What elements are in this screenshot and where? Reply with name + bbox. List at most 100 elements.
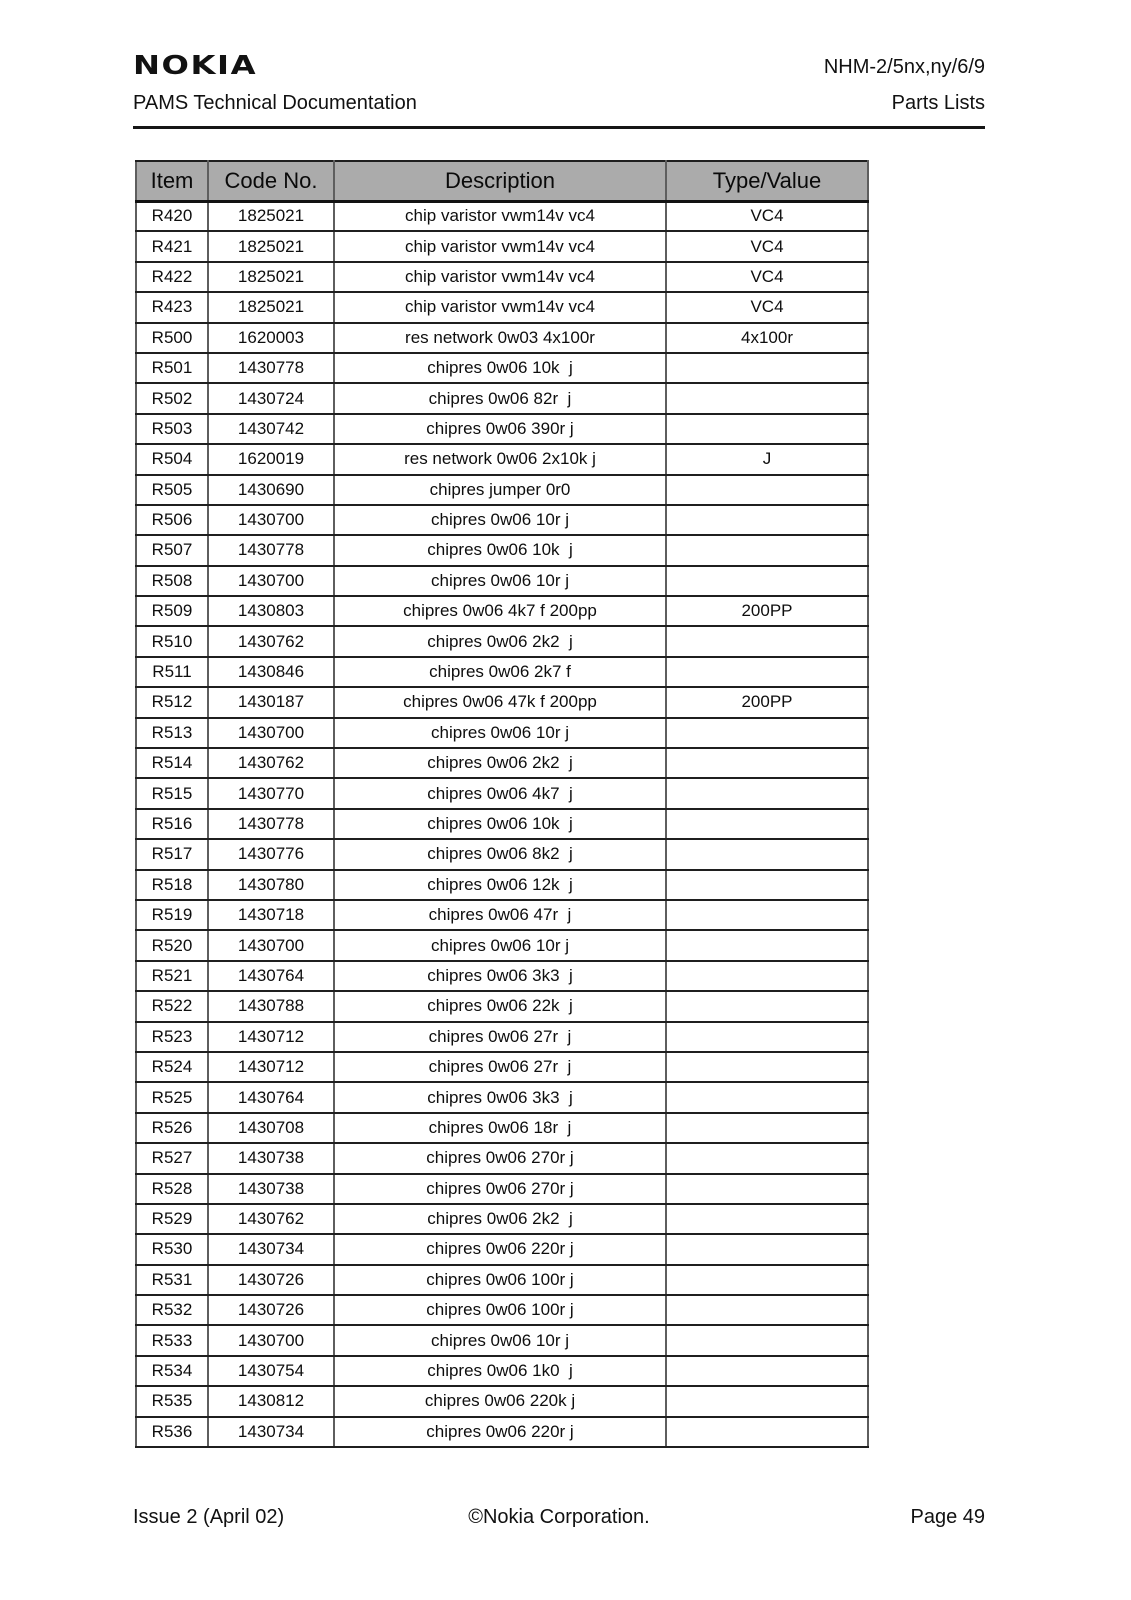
description-cell: chipres 0w06 4k7 f 200pp bbox=[333, 595, 667, 628]
table-row: R531 1430726 chipres 0w06 100r j bbox=[135, 1263, 869, 1297]
type-value-cell bbox=[665, 351, 869, 385]
type-value-cell bbox=[665, 807, 869, 841]
code-cell: 1430762 bbox=[207, 1202, 335, 1236]
code-cell: 1430690 bbox=[207, 473, 335, 506]
description-cell: chipres 0w06 2k2 j bbox=[333, 1202, 667, 1236]
item-cell: R520 bbox=[135, 929, 209, 962]
code-cell: 1430812 bbox=[207, 1385, 335, 1418]
table-row: R503 1430742 chipres 0w06 390r j bbox=[135, 412, 869, 446]
header-row: Item Code No. Description Type/Value bbox=[135, 160, 869, 203]
type-value-cell: 200PP bbox=[665, 595, 869, 628]
type-value-cell bbox=[665, 412, 869, 446]
type-value-cell bbox=[665, 1202, 869, 1236]
type-value-cell: VC4 bbox=[665, 291, 869, 324]
code-cell: 1430724 bbox=[207, 382, 335, 415]
item-cell: R501 bbox=[135, 351, 209, 385]
description-cell: chipres 0w06 220k j bbox=[333, 1385, 667, 1418]
description-cell: chip varistor vwm14v vc4 bbox=[333, 199, 667, 233]
description-cell: chip varistor vwm14v vc4 bbox=[333, 230, 667, 263]
table-row: R509 1430803 chipres 0w06 4k7 f 200pp 20… bbox=[135, 595, 869, 628]
item-cell: R524 bbox=[135, 1050, 209, 1084]
table-row: R512 1430187 chipres 0w06 47k f 200pp 20… bbox=[135, 686, 869, 719]
description-cell: chipres 0w06 10r j bbox=[333, 716, 667, 750]
item-cell: R519 bbox=[135, 898, 209, 932]
code-cell: 1430742 bbox=[207, 412, 335, 446]
type-value-cell bbox=[665, 564, 869, 598]
table-row: R422 1825021 chip varistor vwm14v vc4 VC… bbox=[135, 260, 869, 294]
column-header-item: Item bbox=[135, 160, 209, 203]
table-row: R517 1430776 chipres 0w06 8k2 j bbox=[135, 838, 869, 871]
type-value-cell bbox=[665, 1233, 869, 1266]
description-cell: chipres 0w06 8k2 j bbox=[333, 838, 667, 871]
code-cell: 1430803 bbox=[207, 595, 335, 628]
item-cell: R504 bbox=[135, 443, 209, 476]
table-row: R532 1430726 chipres 0w06 100r j bbox=[135, 1294, 869, 1327]
table-row: R533 1430700 chipres 0w06 10r j bbox=[135, 1324, 869, 1357]
code-cell: 1430712 bbox=[207, 1020, 335, 1053]
description-cell: chipres 0w06 10r j bbox=[333, 1324, 667, 1357]
code-cell: 1620003 bbox=[207, 321, 335, 354]
code-cell: 1430700 bbox=[207, 716, 335, 750]
code-cell: 1430734 bbox=[207, 1415, 335, 1449]
type-value-cell bbox=[665, 959, 869, 993]
item-cell: R505 bbox=[135, 473, 209, 506]
item-cell: R511 bbox=[135, 655, 209, 689]
column-header-description: Description bbox=[333, 160, 667, 203]
code-cell: 1430788 bbox=[207, 990, 335, 1023]
description-cell: chip varistor vwm14v vc4 bbox=[333, 291, 667, 324]
item-cell: R420 bbox=[135, 199, 209, 233]
description-cell: chipres jumper 0r0 bbox=[333, 473, 667, 506]
table-row: R513 1430700 chipres 0w06 10r j bbox=[135, 716, 869, 750]
description-cell: res network 0w06 2x10k j bbox=[333, 443, 667, 476]
nokia-logo: NOKIA bbox=[133, 51, 258, 81]
item-cell: R522 bbox=[135, 990, 209, 1023]
type-value-cell: 4x100r bbox=[665, 321, 869, 354]
item-cell: R510 bbox=[135, 625, 209, 658]
table-row: R521 1430764 chipres 0w06 3k3 j bbox=[135, 959, 869, 993]
table-row: R507 1430778 chipres 0w06 10k j bbox=[135, 534, 869, 567]
item-cell: R533 bbox=[135, 1324, 209, 1357]
table-row: R504 1620019 res network 0w06 2x10k j J bbox=[135, 443, 869, 476]
description-cell: chipres 0w06 2k2 j bbox=[333, 625, 667, 658]
parts-table: Item Code No. Description Type/Value R42… bbox=[135, 160, 869, 1449]
code-cell: 1430700 bbox=[207, 503, 335, 537]
code-cell: 1825021 bbox=[207, 230, 335, 263]
item-cell: R534 bbox=[135, 1354, 209, 1388]
description-cell: chipres 0w06 10r j bbox=[333, 929, 667, 962]
type-value-cell bbox=[665, 1172, 869, 1205]
type-value-cell bbox=[665, 1081, 869, 1114]
item-cell: R531 bbox=[135, 1263, 209, 1297]
table-row: R421 1825021 chip varistor vwm14v vc4 VC… bbox=[135, 230, 869, 263]
code-cell: 1430778 bbox=[207, 351, 335, 385]
parts-table-body: R420 1825021 chip varistor vwm14v vc4 VC… bbox=[135, 199, 869, 1449]
description-cell: chipres 0w06 100r j bbox=[333, 1263, 667, 1297]
description-cell: chipres 0w06 2k2 j bbox=[333, 747, 667, 780]
item-cell: R517 bbox=[135, 838, 209, 871]
table-row: R525 1430764 chipres 0w06 3k3 j bbox=[135, 1081, 869, 1114]
type-value-cell bbox=[665, 898, 869, 932]
item-cell: R532 bbox=[135, 1294, 209, 1327]
type-value-cell: VC4 bbox=[665, 199, 869, 233]
type-value-cell bbox=[665, 990, 869, 1023]
table-row: R423 1825021 chip varistor vwm14v vc4 VC… bbox=[135, 291, 869, 324]
item-cell: R528 bbox=[135, 1172, 209, 1205]
page-number-label: Page 49 bbox=[910, 1506, 985, 1528]
code-cell: 1430846 bbox=[207, 655, 335, 689]
item-cell: R529 bbox=[135, 1202, 209, 1236]
table-row: R524 1430712 chipres 0w06 27r j bbox=[135, 1050, 869, 1084]
code-cell: 1430708 bbox=[207, 1111, 335, 1145]
column-header-type-value: Type/Value bbox=[665, 160, 869, 203]
code-cell: 1430700 bbox=[207, 1324, 335, 1357]
item-cell: R521 bbox=[135, 959, 209, 993]
item-cell: R514 bbox=[135, 747, 209, 780]
table-row: R500 1620003 res network 0w03 4x100r 4x1… bbox=[135, 321, 869, 354]
issue-label: Issue 2 (April 02) bbox=[133, 1506, 285, 1528]
table-row: R511 1430846 chipres 0w06 2k7 f bbox=[135, 655, 869, 689]
table-row: R420 1825021 chip varistor vwm14v vc4 VC… bbox=[135, 199, 869, 233]
code-cell: 1825021 bbox=[207, 260, 335, 294]
code-cell: 1430718 bbox=[207, 898, 335, 932]
code-cell: 1430754 bbox=[207, 1354, 335, 1388]
code-cell: 1430734 bbox=[207, 1233, 335, 1266]
table-row: R501 1430778 chipres 0w06 10k j bbox=[135, 351, 869, 385]
table-row: R534 1430754 chipres 0w06 1k0 j bbox=[135, 1354, 869, 1388]
